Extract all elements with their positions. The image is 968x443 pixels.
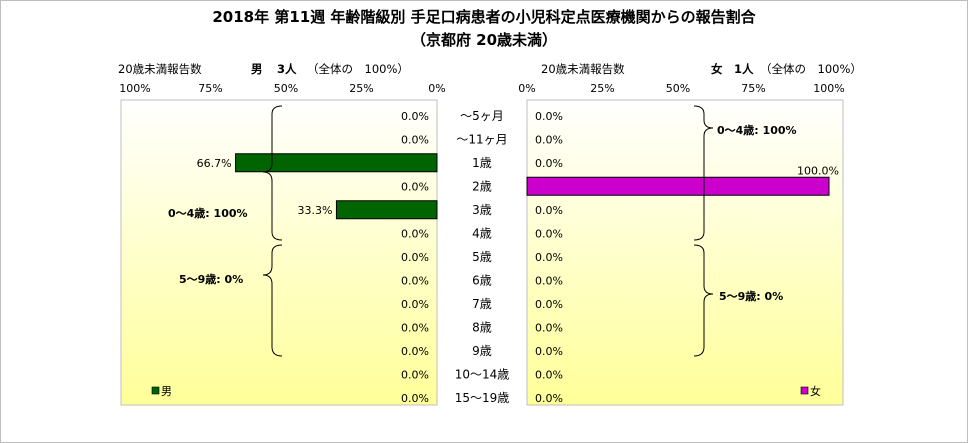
left-plot-area	[120, 99, 438, 406]
female-value-label: 0.0%	[535, 321, 563, 334]
right-plot-area	[526, 99, 844, 406]
age-category-label: 1歳	[472, 156, 492, 170]
male-5-9-group-label: 5～9歳: 0%	[179, 273, 244, 286]
age-category-label: 9歳	[472, 344, 492, 358]
female-value-label: 0.0%	[535, 227, 563, 240]
male-value-label: 0.0%	[401, 345, 429, 358]
legend-male-label: 男	[161, 385, 172, 398]
male-value-label: 0.0%	[401, 251, 429, 264]
left-axis-tick-label: 50%	[274, 82, 298, 95]
legend-female-label: 女	[810, 385, 821, 398]
male-value-label: 0.0%	[401, 392, 429, 405]
chart-subtitle: （京都府 20歳未満）	[410, 31, 558, 49]
right-count-label: 20歳未満報告数	[541, 62, 625, 76]
female-value-label: 100.0%	[797, 164, 839, 177]
female-value-label: 0.0%	[535, 368, 563, 381]
female-5-9-bracket	[693, 244, 714, 357]
age-category-label: 5歳	[472, 250, 492, 264]
left-count-value: 3人	[277, 62, 297, 76]
right-axis-tick-label: 50%	[666, 82, 690, 95]
age-category-label: 4歳	[472, 226, 492, 240]
right-count-value: 1人	[734, 62, 754, 76]
age-category-label: 15～19歳	[455, 391, 510, 405]
female-value-label: 0.0%	[535, 110, 563, 123]
left-total-label: （全体の 100%）	[307, 62, 409, 76]
female-value-label: 0.0%	[535, 251, 563, 264]
male-5-9-bracket	[262, 244, 283, 357]
female-0-4-bracket	[693, 105, 714, 241]
age-category-label: ～5ヶ月	[460, 109, 504, 123]
right-axis-tick-label: 25%	[590, 82, 614, 95]
female-value-label: 0.0%	[535, 392, 563, 405]
left-axis-tick-label: 100%	[119, 82, 150, 95]
male-value-label: 66.7%	[197, 157, 232, 170]
legend-female-swatch	[800, 386, 809, 395]
right-axis-tick-label: 0%	[518, 82, 535, 95]
age-category-label: 7歳	[472, 297, 492, 311]
age-category-label: 3歳	[472, 203, 492, 217]
age-category-label: 6歳	[472, 273, 492, 287]
female-value-label: 0.0%	[535, 298, 563, 311]
male-0-4-bracket	[262, 105, 283, 241]
age-category-label: 2歳	[472, 179, 492, 193]
female-value-label: 0.0%	[535, 157, 563, 170]
left-count-label: 20歳未満報告数	[118, 62, 202, 76]
female-0-4-group-label: 0～4歳: 100%	[717, 124, 797, 137]
female-5-9-group-label: 5～9歳: 0%	[719, 290, 784, 303]
age-category-label: ～11ヶ月	[456, 132, 507, 146]
age-category-label: 10～14歳	[455, 367, 510, 381]
female-value-label: 0.0%	[535, 133, 563, 146]
female-value-label: 0.0%	[535, 345, 563, 358]
left-sex-label: 男	[251, 62, 263, 76]
male-value-label: 0.0%	[401, 110, 429, 123]
legend-male-swatch	[151, 386, 160, 395]
male-0-4-group-label: 0～4歳: 100%	[168, 207, 248, 220]
female-bar	[526, 176, 830, 196]
right-axis-tick-label: 100%	[813, 82, 844, 95]
left-axis-tick-label: 0%	[428, 82, 445, 95]
male-bar	[235, 153, 438, 173]
male-value-label: 33.3%	[297, 204, 332, 217]
male-value-label: 0.0%	[401, 180, 429, 193]
age-category-label: 8歳	[472, 320, 492, 334]
male-bar	[335, 200, 438, 220]
male-value-label: 0.0%	[401, 274, 429, 287]
left-axis-tick-label: 75%	[198, 82, 222, 95]
right-sex-label: 女	[711, 62, 723, 76]
chart-title: 2018年 第11週 年齢階級別 手足口病患者の小児科定点医療機関からの報告割合	[212, 8, 756, 26]
left-axis-tick-label: 25%	[349, 82, 373, 95]
male-value-label: 0.0%	[401, 368, 429, 381]
male-value-label: 0.0%	[401, 298, 429, 311]
male-value-label: 0.0%	[401, 227, 429, 240]
male-value-label: 0.0%	[401, 133, 429, 146]
female-value-label: 0.0%	[535, 274, 563, 287]
male-value-label: 0.0%	[401, 321, 429, 334]
right-axis-tick-label: 75%	[741, 82, 765, 95]
female-value-label: 0.0%	[535, 204, 563, 217]
right-total-label: （全体の 100%）	[760, 62, 862, 76]
